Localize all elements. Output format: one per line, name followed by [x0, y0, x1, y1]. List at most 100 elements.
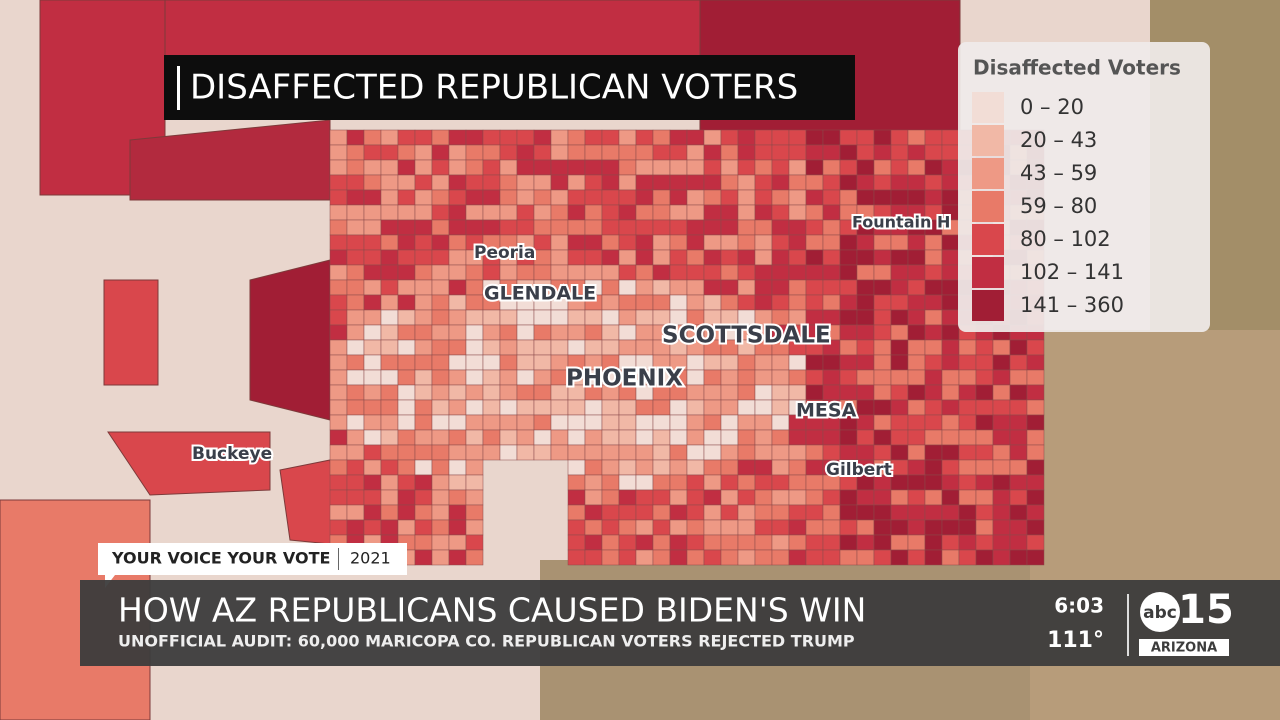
tract — [669, 444, 688, 461]
tract — [652, 174, 671, 191]
tract — [975, 399, 994, 416]
tract — [465, 414, 484, 431]
tract — [380, 309, 399, 326]
tract — [907, 174, 926, 191]
tract — [397, 504, 416, 521]
tract — [924, 129, 943, 146]
tract — [635, 504, 654, 521]
tract — [601, 504, 620, 521]
tract — [618, 279, 637, 296]
tract — [448, 489, 467, 506]
logo-channel: 15 — [1178, 587, 1234, 633]
tract — [516, 264, 535, 281]
tract — [363, 519, 382, 536]
tract — [584, 444, 603, 461]
tract — [771, 369, 790, 386]
tract — [414, 489, 433, 506]
tract — [567, 534, 586, 551]
tract — [363, 414, 382, 431]
tract — [924, 309, 943, 326]
tract — [720, 369, 739, 386]
tract — [686, 474, 705, 491]
tract — [567, 309, 586, 326]
tract — [482, 204, 501, 221]
tract — [805, 444, 824, 461]
tract — [737, 129, 756, 146]
tract — [924, 339, 943, 356]
tract — [669, 459, 688, 476]
tract — [448, 549, 467, 566]
tract — [1009, 369, 1028, 386]
place-label: GLENDALE — [484, 283, 596, 305]
tract — [431, 294, 450, 311]
tract — [363, 384, 382, 401]
tract — [907, 249, 926, 266]
legend-swatch — [972, 290, 1004, 321]
tract — [924, 519, 943, 536]
tract — [924, 159, 943, 176]
tract — [601, 399, 620, 416]
tract — [907, 324, 926, 341]
tract — [414, 144, 433, 161]
tract — [958, 339, 977, 356]
tract — [618, 414, 637, 431]
tract — [431, 339, 450, 356]
tract — [499, 264, 518, 281]
tract — [550, 204, 569, 221]
tract — [941, 339, 960, 356]
tract — [414, 549, 433, 566]
tract — [414, 444, 433, 461]
tract — [431, 129, 450, 146]
tract — [414, 384, 433, 401]
tract — [1009, 474, 1028, 491]
tract — [839, 234, 858, 251]
tract — [346, 384, 365, 401]
tract — [822, 279, 841, 296]
tract — [652, 444, 671, 461]
tract — [431, 174, 450, 191]
tract — [907, 264, 926, 281]
tract — [720, 354, 739, 371]
tract — [992, 444, 1011, 461]
tract — [975, 519, 994, 536]
tract — [431, 399, 450, 416]
tract — [754, 534, 773, 551]
tract — [533, 414, 552, 431]
tract — [1009, 534, 1028, 551]
tract — [550, 324, 569, 341]
tract — [703, 294, 722, 311]
tract — [584, 204, 603, 221]
tract — [414, 234, 433, 251]
tract — [703, 489, 722, 506]
tract — [601, 249, 620, 266]
legend-swatch — [972, 158, 1004, 189]
tract — [380, 279, 399, 296]
tract — [856, 144, 875, 161]
tract — [380, 129, 399, 146]
tract — [567, 489, 586, 506]
tract — [635, 309, 654, 326]
tract — [414, 264, 433, 281]
tract — [703, 249, 722, 266]
tract — [890, 159, 909, 176]
tract — [720, 414, 739, 431]
tract — [380, 144, 399, 161]
tract — [448, 279, 467, 296]
tract — [788, 534, 807, 551]
tract — [771, 144, 790, 161]
tract — [567, 444, 586, 461]
tract — [907, 444, 926, 461]
legend-label: 141 – 360 — [1020, 293, 1124, 317]
tract — [669, 429, 688, 446]
tract — [890, 369, 909, 386]
tract — [584, 174, 603, 191]
tract — [890, 519, 909, 536]
tract — [346, 339, 365, 356]
tract — [601, 219, 620, 236]
tract — [992, 549, 1011, 566]
tract — [499, 399, 518, 416]
tract — [652, 234, 671, 251]
tract — [1026, 414, 1045, 431]
tract — [771, 399, 790, 416]
tract — [465, 504, 484, 521]
